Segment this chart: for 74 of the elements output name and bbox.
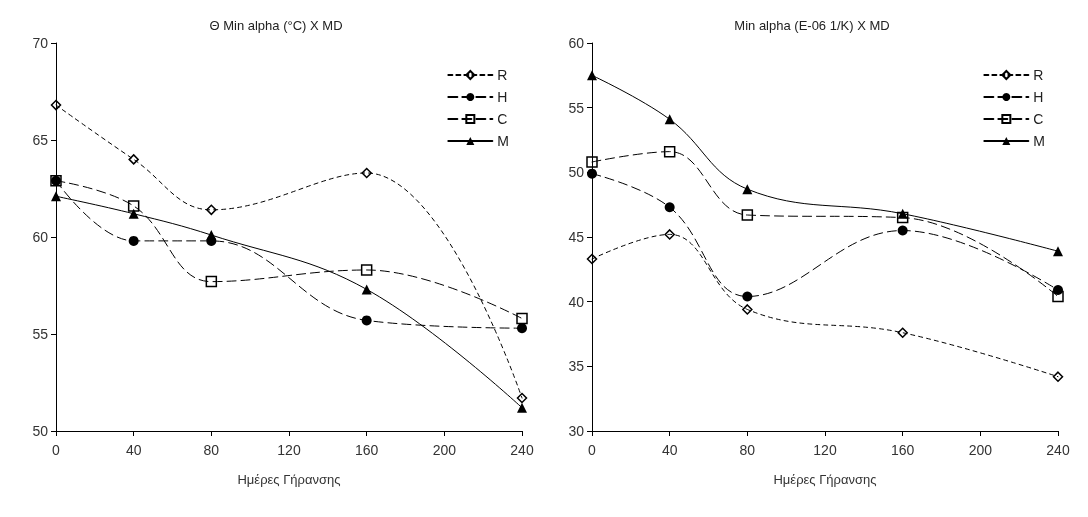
x-axis-title: Ημέρες Γήρανσης — [237, 472, 341, 487]
y-tick-label: 60 — [568, 35, 585, 51]
chart-title: Min alpha (E-06 1/K) X MD — [734, 18, 890, 33]
point — [742, 304, 753, 315]
point — [361, 167, 372, 179]
point — [128, 235, 139, 246]
x-tick-label: 0 — [588, 442, 597, 458]
point — [897, 327, 908, 338]
y-tick-label: 55 — [568, 99, 585, 116]
y-tick-label: 35 — [568, 358, 585, 375]
point — [1052, 290, 1064, 303]
y-tick-label: 45 — [568, 229, 585, 245]
point — [50, 99, 62, 111]
y-tick-label: 50 — [568, 164, 585, 181]
legend-label: H — [1033, 89, 1044, 105]
point — [587, 70, 597, 81]
point — [1053, 246, 1063, 257]
x-tick-label: 80 — [739, 442, 756, 458]
point — [127, 200, 140, 212]
point — [361, 284, 372, 295]
y-tick-label: 30 — [568, 423, 585, 439]
point — [664, 202, 675, 213]
point — [205, 275, 218, 288]
point — [128, 154, 139, 165]
point — [664, 229, 675, 240]
x-tick-label: 80 — [203, 442, 220, 458]
x-tick-label: 120 — [277, 442, 301, 458]
point — [206, 230, 217, 241]
point — [128, 208, 139, 219]
point — [360, 264, 373, 276]
x-tick-label: 160 — [354, 442, 379, 458]
x-tick-label: 120 — [813, 442, 837, 458]
point — [516, 392, 528, 404]
x-tick-label: 0 — [52, 442, 61, 458]
legend-label: C — [497, 111, 508, 127]
legend-label: M — [497, 133, 510, 149]
point — [586, 156, 598, 168]
x-tick-label: 240 — [510, 442, 534, 458]
point — [361, 315, 372, 326]
y-tick-label: 55 — [32, 326, 49, 342]
point — [741, 209, 754, 221]
y-tick-label: 60 — [32, 229, 49, 245]
chart-title: Θ Min alpha (°C) X MD — [209, 18, 343, 33]
legend-label: R — [497, 67, 508, 83]
x-tick-label: 240 — [1046, 442, 1070, 458]
x-tick-label: 40 — [125, 442, 142, 458]
legend-label: M — [1033, 133, 1046, 149]
legend-label: R — [1033, 67, 1044, 83]
point — [664, 114, 675, 125]
point — [1052, 371, 1064, 382]
legend-label: H — [497, 89, 508, 105]
x-axis-title: Ημέρες Γήρανσης — [773, 472, 877, 487]
point — [897, 208, 908, 219]
x-tick-label: 200 — [968, 442, 993, 458]
point — [586, 253, 598, 265]
y-tick-label: 70 — [32, 35, 49, 51]
y-tick-label: 40 — [568, 293, 585, 310]
point — [897, 225, 908, 236]
point — [516, 312, 528, 325]
x-tick-label: 40 — [661, 442, 678, 458]
y-tick-label: 50 — [32, 423, 49, 439]
legend-label: C — [1033, 111, 1044, 127]
point — [517, 323, 527, 334]
x-tick-label: 200 — [432, 442, 457, 458]
point — [896, 211, 909, 224]
x-tick-label: 160 — [890, 442, 915, 458]
point — [663, 145, 676, 158]
point — [51, 191, 61, 202]
point — [587, 168, 597, 179]
point — [517, 402, 527, 413]
point — [742, 291, 753, 302]
point — [206, 204, 217, 216]
point — [742, 184, 753, 195]
y-tick-label: 65 — [32, 132, 49, 148]
